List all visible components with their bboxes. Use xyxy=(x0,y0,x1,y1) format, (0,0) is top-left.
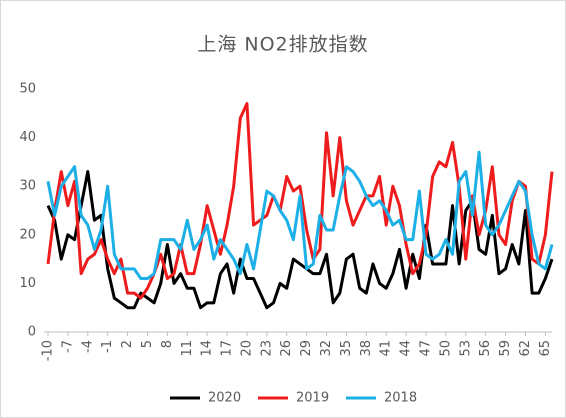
x-tick-label: 32 xyxy=(319,340,334,357)
x-tick-label: -4 xyxy=(80,340,95,353)
x-tick-label: 17 xyxy=(220,340,235,357)
x-tick-label: 50 xyxy=(438,340,453,357)
x-tick-label: 5 xyxy=(140,340,155,348)
line-series xyxy=(46,102,554,300)
y-tick-label: 20 xyxy=(19,227,36,242)
x-tick-label: 23 xyxy=(259,340,274,357)
x-tick-label: 59 xyxy=(498,340,513,357)
x-tick-label: 29 xyxy=(299,340,314,357)
x-tick-label: 26 xyxy=(279,340,294,357)
x-tick-label: 14 xyxy=(200,340,215,357)
x-tick-label: 11 xyxy=(180,340,195,357)
x-tick-label: 41 xyxy=(379,340,394,357)
x-tick-label: 2 xyxy=(120,340,135,348)
legend-label: 2020 xyxy=(208,391,241,406)
x-tick-label: 56 xyxy=(478,340,493,357)
x-tick-label: 62 xyxy=(518,340,533,357)
y-tick-label: 0 xyxy=(28,325,36,340)
x-tick-label: -10 xyxy=(41,340,56,361)
x-tick-label: 44 xyxy=(399,340,414,357)
x-tick-label: 8 xyxy=(160,340,175,348)
x-tick-label: 35 xyxy=(339,340,354,357)
legend-label: 2018 xyxy=(384,391,417,406)
x-tick-label: -1 xyxy=(100,340,115,353)
line-series xyxy=(46,150,554,281)
x-tick-label: -7 xyxy=(60,340,75,353)
x-tick-label: 65 xyxy=(538,340,553,357)
x-tick-label: 38 xyxy=(359,340,374,357)
y-tick-label: 50 xyxy=(19,82,36,97)
x-tick-label: 47 xyxy=(419,340,434,357)
x-tick-label: 53 xyxy=(458,340,473,357)
y-tick-label: 10 xyxy=(19,276,36,291)
y-tick-label: 30 xyxy=(19,179,36,194)
x-tick-label: 20 xyxy=(239,340,254,357)
y-tick-label: 40 xyxy=(19,130,36,145)
legend-label: 2019 xyxy=(296,391,329,406)
line-series xyxy=(46,170,554,310)
chart-title: 上海 NO2排放指数 xyxy=(197,34,368,56)
